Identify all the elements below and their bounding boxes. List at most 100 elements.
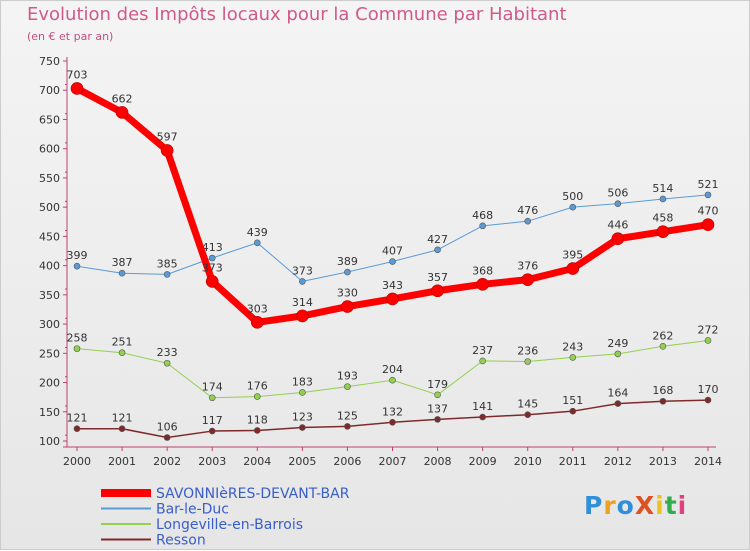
data-point [118,425,126,433]
data-label: 407 [382,245,403,258]
x-tick-label: 2007 [379,455,407,468]
data-label: 123 [292,411,313,424]
data-point [163,434,171,441]
data-point [208,427,216,435]
data-label: 170 [698,383,719,396]
data-point [73,425,81,433]
data-point [614,350,622,358]
data-point [701,218,715,231]
data-point [160,144,174,157]
logo-letter: i [655,491,665,520]
data-point [524,411,532,418]
legend-label: SAVONNIèRES-DEVANT-BAR [156,486,350,502]
logo-letter: t [664,491,678,520]
chart-title: Evolution des Impôts locaux pour la Comm… [27,4,567,25]
data-label: 468 [472,209,493,222]
logo-letter: P [584,491,604,520]
series-savonni-res-devant-bar: 703 662 597 373 303 314 330 343 357 368 376 395 446 4… [67,68,719,329]
data-label: 387 [112,256,133,269]
logo-letter: o [616,491,635,520]
x-tick-label: 2014 [694,455,722,468]
y-tick-label: 200 [39,377,60,390]
data-label: 204 [382,363,403,376]
data-point [524,358,532,365]
data-label: 121 [112,412,133,425]
proxiti-logo: ProXiti [584,491,687,520]
x-tick-label: 2006 [333,455,361,468]
data-label: 597 [157,130,178,143]
data-label: 249 [607,337,628,350]
data-label: 395 [562,249,583,262]
legend-label: Resson [156,533,206,549]
data-label: 343 [382,279,403,292]
data-label: 303 [247,302,268,315]
data-label: 389 [337,255,358,268]
data-label: 521 [698,178,719,191]
x-tick-label: 2005 [288,455,316,468]
data-point [389,376,396,384]
data-point [205,275,219,288]
data-point [431,284,444,298]
y-tick-label: 300 [39,318,60,331]
data-point [479,413,486,421]
data-label: 368 [472,264,493,277]
data-label: 262 [652,329,673,342]
data-point [569,203,577,211]
data-point [704,337,712,344]
data-label: 446 [607,219,628,232]
data-point [208,254,216,262]
data-point [163,359,171,367]
data-point [299,424,306,431]
data-label: 121 [67,412,88,425]
data-label: 141 [472,400,493,413]
data-label: 145 [517,398,538,411]
y-tick-label: 650 [39,113,60,126]
data-point [253,427,261,434]
data-point [656,225,670,239]
data-point [70,82,84,95]
y-tick-label: 100 [39,435,60,448]
data-point [73,345,81,352]
data-label: 427 [427,233,448,246]
y-tick-label: 450 [39,230,60,243]
data-label: 514 [652,182,673,195]
data-label: 439 [247,226,268,239]
data-point [479,222,486,230]
x-tick-label: 2012 [604,455,632,468]
data-point [341,300,354,313]
data-label: 168 [652,384,673,397]
y-tick-label: 500 [39,201,60,214]
data-label: 357 [427,271,448,284]
data-label: 703 [67,68,88,81]
data-label: 174 [202,381,223,394]
legend-label: Bar-le-Duc [156,502,229,518]
data-label: 662 [112,92,133,105]
data-point [296,309,309,323]
series-longeville-en-barrois: 258 251 233 174 176 183 193 204 179 237 236 243 249 2… [67,323,719,402]
data-point [299,389,306,396]
data-point [479,357,486,365]
data-label: 251 [112,336,133,349]
y-tick-label: 700 [39,84,60,97]
series-bar-le-duc: 399 387 385 413 439 373 389 407 427 468 476 500 506 5… [67,178,719,285]
data-label: 373 [292,264,313,277]
data-label: 330 [337,287,358,300]
data-point [344,423,351,430]
data-label: 132 [382,405,403,418]
data-point [118,349,126,357]
chart-subtitle: (en € et par an) [27,30,114,43]
data-label: 125 [337,409,358,422]
data-point [253,393,261,400]
y-tick-label: 750 [39,55,60,68]
data-point [299,278,306,285]
data-point [659,342,667,350]
x-tick-label: 2013 [649,455,677,468]
data-point [434,391,441,399]
data-point [659,195,667,203]
data-point [253,239,261,247]
x-tick-label: 2010 [514,455,542,468]
data-label: 376 [517,260,538,273]
data-label: 176 [247,380,268,393]
data-label: 458 [652,212,673,225]
